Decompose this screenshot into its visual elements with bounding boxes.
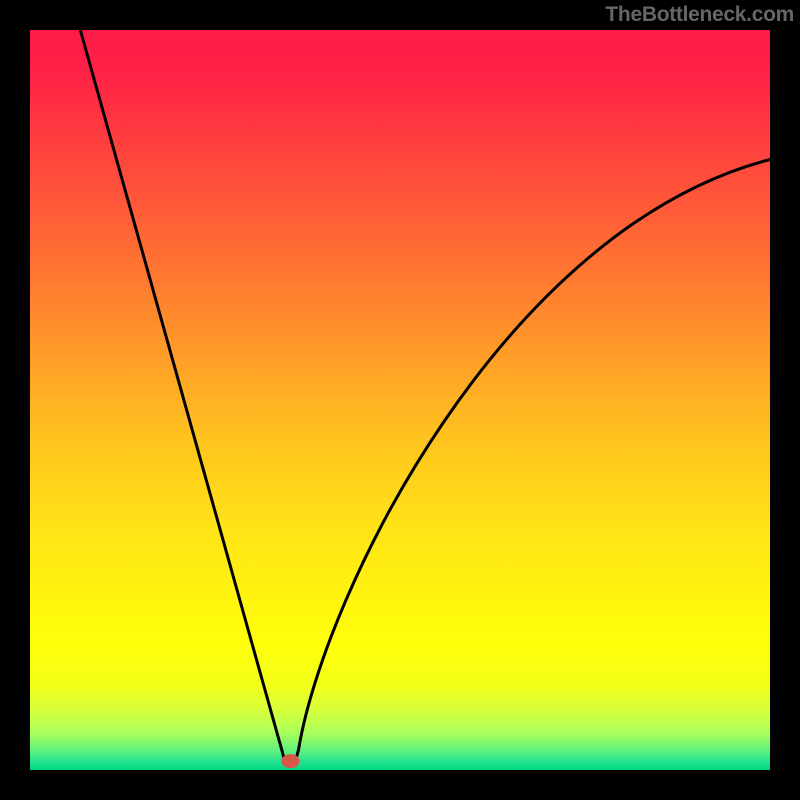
chart-container: TheBottleneck.com xyxy=(0,0,800,800)
v-curve-chart xyxy=(0,0,800,800)
minimum-marker xyxy=(281,754,299,768)
plot-area xyxy=(30,30,770,770)
watermark-text: TheBottleneck.com xyxy=(605,3,794,27)
